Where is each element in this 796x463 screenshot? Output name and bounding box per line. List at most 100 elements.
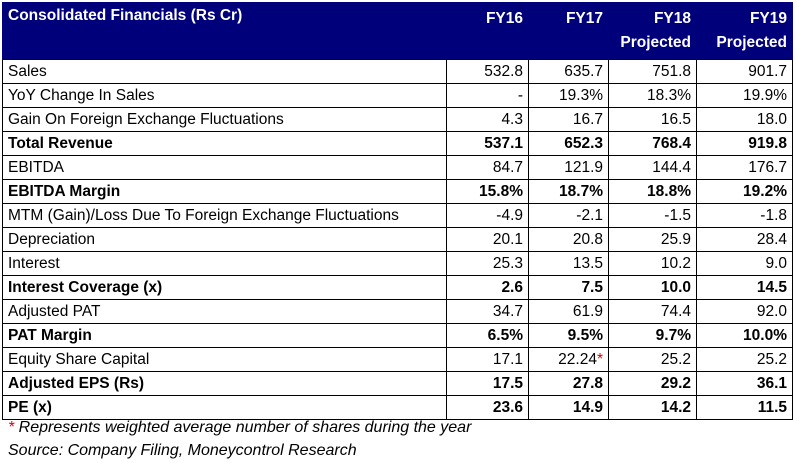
cell-value: 14.5 (696, 275, 793, 300)
cell-text: 18.0 (756, 110, 787, 128)
cell-text: 4.3 (501, 110, 523, 128)
table-row: EBITDA Margin 15.8% 18.7% 18.8% 19.2% (2, 179, 793, 204)
table-row: Adjusted EPS (Rs) 17.5 27.8 29.2 36.1 (2, 371, 793, 396)
column-header-fy16: FY16 (446, 2, 529, 60)
cell-value: 74.4 (608, 299, 697, 324)
table-row: Depreciation 20.1 20.8 25.9 28.4 (2, 227, 793, 252)
cell-text: 18.8% (647, 182, 691, 200)
cell-value: 25.9 (608, 227, 697, 252)
cell-text: 74.4 (660, 302, 691, 320)
table-row: MTM (Gain)/Loss Due To Foreign Exchange … (2, 203, 793, 228)
cell-value: 19.2% (696, 179, 793, 204)
cell-value: 34.7 (446, 299, 529, 324)
cell-value: 176.7 (696, 155, 793, 180)
cell-value: 19.3% (528, 83, 609, 108)
cell-text: 11.5 (757, 398, 787, 416)
cell-value: 25.2 (696, 347, 793, 372)
cell-text: 14.5 (756, 278, 787, 296)
row-label: YoY Change In Sales (2, 83, 447, 108)
cell-value: 14.2 (608, 395, 697, 420)
cell-value: 537.1 (446, 131, 529, 156)
cell-text: 25.9 (660, 230, 691, 248)
cell-value: 751.8 (608, 59, 697, 84)
cell-value: 28.4 (696, 227, 793, 252)
cell-text: 768.4 (652, 134, 691, 152)
cell-value: 121.9 (528, 155, 609, 180)
cell-value: -4.9 (446, 203, 529, 228)
cell-value: -1.8 (696, 203, 793, 228)
cell-text: 16.7 (572, 110, 603, 128)
cell-text: -1.5 (664, 206, 691, 224)
cell-value: 919.8 (696, 131, 793, 156)
footnote-weighted-shares: * Represents weighted average number of … (8, 419, 471, 437)
cell-text: 17.1 (492, 350, 523, 368)
cell-text: 29.2 (660, 374, 691, 392)
cell-value: 9.5% (528, 323, 609, 348)
table-header-row: Consolidated Financials (Rs Cr) FY16 FY1… (2, 2, 793, 60)
column-header-line2 (534, 31, 603, 55)
cell-text: 6.5% (487, 326, 523, 344)
row-label: Interest Coverage (x) (2, 275, 447, 300)
cell-value: 11.5 (696, 395, 793, 420)
column-header-line1: FY17 (565, 10, 603, 27)
cell-value: 20.1 (446, 227, 529, 252)
cell-value: 17.5 (446, 371, 529, 396)
cell-text: 19.2% (743, 182, 787, 200)
cell-value: 901.7 (696, 59, 793, 84)
cell-text: 176.7 (748, 158, 787, 176)
cell-text: 92.0 (756, 302, 787, 320)
column-header-line2 (452, 31, 523, 55)
cell-value: 18.0 (696, 107, 793, 132)
cell-text: 16.5 (660, 110, 691, 128)
cell-text: 20.8 (572, 230, 603, 248)
cell-text: 121.9 (564, 158, 603, 176)
table-title: Consolidated Financials (Rs Cr) (2, 2, 447, 60)
row-label: Depreciation (2, 227, 447, 252)
cell-value: 14.9 (528, 395, 609, 420)
cell-text: 10.2 (660, 254, 691, 272)
footnote-text: Represents weighted average number of sh… (14, 419, 472, 436)
cell-text: 10.0 (660, 278, 691, 296)
cell-value: 29.2 (608, 371, 697, 396)
column-header-line2: Projected (620, 34, 691, 51)
column-header-fy19: FY19 Projected (696, 2, 793, 60)
cell-text: 2.6 (501, 278, 523, 296)
footnote-star: * (8, 419, 15, 436)
table-row: Interest Coverage (x) 2.6 7.5 10.0 14.5 (2, 275, 793, 300)
row-label: Adjusted EPS (Rs) (2, 371, 447, 396)
cell-text: 61.9 (572, 302, 603, 320)
cell-value: -1.5 (608, 203, 697, 228)
cell-text: 27.8 (572, 374, 603, 392)
cell-text: 751.8 (652, 62, 691, 80)
row-label: EBITDA Margin (2, 179, 447, 204)
column-header-line1: FY16 (485, 10, 523, 27)
row-label: Equity Share Capital (2, 347, 447, 372)
cell-value: 27.8 (528, 371, 609, 396)
financials-table: Consolidated Financials (Rs Cr) FY16 FY1… (2, 2, 793, 420)
cell-text: 18.3% (647, 86, 691, 104)
table-row: YoY Change In Sales - 19.3% 18.3% 19.9% (2, 83, 793, 108)
cell-text: 34.7 (492, 302, 523, 320)
table-row: PAT Margin 6.5% 9.5% 9.7% 10.0% (2, 323, 793, 348)
cell-value: 16.7 (528, 107, 609, 132)
asterisk-marker: * (596, 350, 603, 368)
cell-value: 13.5 (528, 251, 609, 276)
cell-text: 28.4 (756, 230, 787, 248)
row-label: Adjusted PAT (2, 299, 447, 324)
cell-value: 92.0 (696, 299, 793, 324)
cell-value: 18.8% (608, 179, 697, 204)
row-label: Interest (2, 251, 447, 276)
cell-text: 19.9% (743, 86, 787, 104)
cell-value: 36.1 (696, 371, 793, 396)
table-row: Interest 25.3 13.5 10.2 9.0 (2, 251, 793, 276)
cell-value: 6.5% (446, 323, 529, 348)
row-label: Sales (2, 59, 447, 84)
cell-value: -2.1 (528, 203, 609, 228)
cell-text: 15.8% (479, 182, 523, 200)
cell-value: 10.0% (696, 323, 793, 348)
cell-text: 537.1 (484, 134, 523, 152)
table-row: Gain On Foreign Exchange Fluctuations 4.3… (2, 107, 793, 132)
cell-value: 23.6 (446, 395, 529, 420)
row-label: MTM (Gain)/Loss Due To Foreign Exchange … (2, 203, 447, 228)
cell-value: 2.6 (446, 275, 529, 300)
